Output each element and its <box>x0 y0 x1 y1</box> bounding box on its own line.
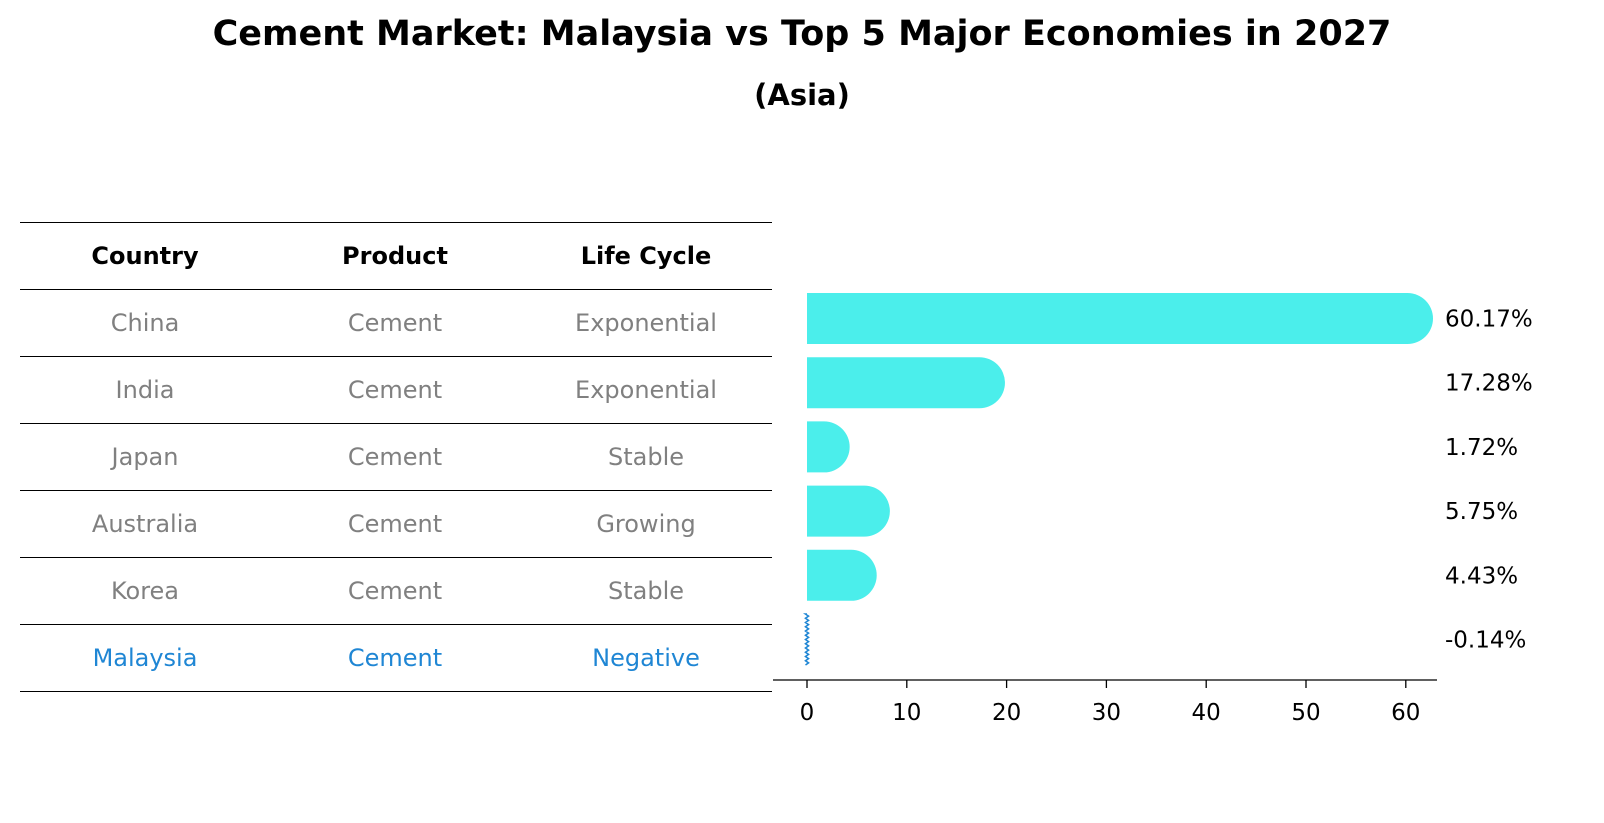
header-country: Country <box>91 242 199 270</box>
bar-value-label: 17.28% <box>1445 371 1533 397</box>
table-row: India Cement Exponential <box>20 356 772 423</box>
bar-value-label: 4.43% <box>1445 563 1518 589</box>
x-tick-label: 30 <box>1092 700 1121 726</box>
x-tick-label: 0 <box>800 700 815 726</box>
x-tick-label: 40 <box>1192 700 1221 726</box>
table-row: Korea Cement Stable <box>20 557 772 624</box>
table-row: China Cement Exponential <box>20 289 772 356</box>
cell-country: Australia <box>91 510 199 538</box>
cell-country: China <box>110 309 180 337</box>
cell-product: Cement <box>347 644 443 672</box>
cell-product: Cement <box>347 577 443 605</box>
bar-korea <box>807 549 877 601</box>
x-tick-label: 20 <box>992 700 1021 726</box>
header-product: Product <box>342 242 448 270</box>
cell-product: Cement <box>347 309 443 337</box>
data-table: Country Product Life Cycle China Cement … <box>20 222 772 692</box>
x-tick-label: 50 <box>1291 700 1320 726</box>
bar-value-label: 5.75% <box>1445 499 1518 525</box>
bar-australia <box>807 485 890 537</box>
bar-chart: 60.17% 17.28% 1.72% 5.75% 4.43% -0.14% 0 10 20 30… <box>773 293 1533 726</box>
x-tick-label: 10 <box>892 700 921 726</box>
cell-life-cycle: Exponential <box>575 376 717 404</box>
table-row: Japan Cement Stable <box>20 423 772 490</box>
cell-country: Japan <box>111 443 179 471</box>
chart-subtitle: (Asia) <box>754 78 850 112</box>
table-row-highlighted: Malaysia Cement Negative <box>20 624 772 692</box>
bar-china <box>807 293 1433 344</box>
bar-value-label: 1.72% <box>1445 435 1518 461</box>
bar-japan <box>807 421 850 473</box>
cell-life-cycle: Negative <box>592 644 700 672</box>
table-row: Australia Cement Growing <box>20 490 772 557</box>
cell-life-cycle: Exponential <box>575 309 717 337</box>
cell-life-cycle: Stable <box>607 443 685 471</box>
bar-value-label: 60.17% <box>1445 307 1533 333</box>
cell-country: India <box>115 376 175 404</box>
cell-product: Cement <box>347 376 443 404</box>
cell-product: Cement <box>347 510 443 538</box>
chart-title: Cement Market: Malaysia vs Top 5 Major E… <box>212 14 1392 54</box>
bar-value-label: -0.14% <box>1445 628 1526 654</box>
header-life-cycle: Life Cycle <box>580 242 712 270</box>
bar-malaysia <box>802 613 810 666</box>
cell-life-cycle: Stable <box>607 577 685 605</box>
bar-india <box>807 357 1005 409</box>
cell-country: Malaysia <box>92 644 198 672</box>
cell-life-cycle: Growing <box>596 510 696 538</box>
x-tick-label: 60 <box>1391 700 1420 726</box>
table-header-row: Country Product Life Cycle <box>20 222 772 289</box>
cell-product: Cement <box>347 443 443 471</box>
cell-country: Korea <box>110 577 180 605</box>
